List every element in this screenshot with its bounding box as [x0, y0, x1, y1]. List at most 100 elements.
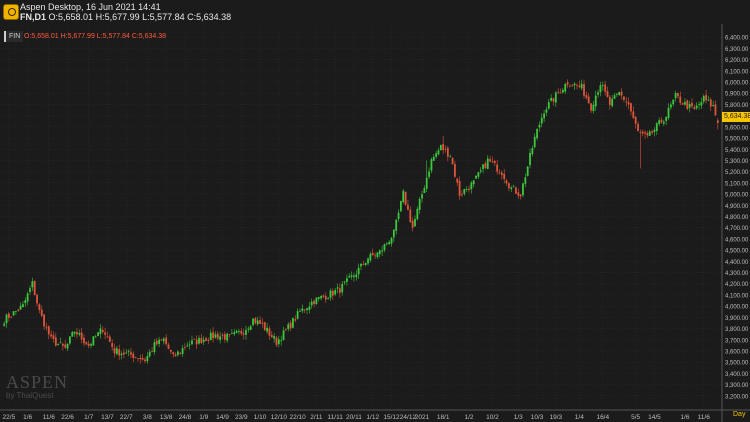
- candle-body[interactable]: [266, 327, 268, 332]
- candle-body[interactable]: [402, 190, 405, 203]
- candle-body[interactable]: [693, 107, 696, 109]
- candle-body[interactable]: [613, 95, 616, 99]
- candle-body[interactable]: [207, 340, 210, 341]
- candle-body[interactable]: [331, 290, 334, 296]
- candle-body[interactable]: [700, 102, 703, 106]
- candle-body[interactable]: [531, 148, 534, 155]
- candle-body[interactable]: [355, 274, 358, 278]
- candle-body[interactable]: [512, 186, 515, 188]
- candle-body[interactable]: [353, 275, 355, 277]
- candle-body[interactable]: [660, 119, 663, 123]
- candle-body[interactable]: [496, 164, 499, 172]
- candle-body[interactable]: [242, 333, 245, 335]
- candle-body[interactable]: [214, 334, 217, 338]
- candle-body[interactable]: [167, 344, 170, 349]
- candle-body[interactable]: [618, 91, 621, 96]
- candle-body[interactable]: [228, 334, 231, 335]
- candle-body[interactable]: [216, 333, 219, 339]
- candle-body[interactable]: [230, 333, 233, 335]
- candle-body[interactable]: [388, 242, 391, 245]
- candle-body[interactable]: [78, 333, 81, 335]
- candle-body[interactable]: [97, 332, 99, 337]
- candle-body[interactable]: [299, 311, 301, 313]
- candle-body[interactable]: [320, 296, 322, 299]
- candle-body[interactable]: [139, 357, 142, 360]
- candle-body[interactable]: [174, 354, 177, 357]
- candle-body[interactable]: [223, 334, 226, 340]
- candle-body[interactable]: [144, 359, 146, 362]
- candle-body[interactable]: [277, 339, 280, 345]
- candle-body[interactable]: [484, 163, 487, 168]
- candle-body[interactable]: [125, 352, 128, 354]
- candle-body[interactable]: [561, 89, 564, 93]
- candle-body[interactable]: [538, 124, 541, 128]
- candle-body[interactable]: [233, 332, 236, 334]
- candle-body[interactable]: [414, 218, 416, 227]
- candle-body[interactable]: [90, 344, 92, 346]
- candle-body[interactable]: [200, 337, 203, 344]
- candle-body[interactable]: [573, 83, 576, 86]
- candle-body[interactable]: [71, 332, 74, 337]
- candle-body[interactable]: [583, 84, 585, 96]
- candle-body[interactable]: [679, 96, 682, 103]
- candle-body[interactable]: [507, 183, 510, 189]
- candle-body[interactable]: [111, 343, 114, 348]
- candle-body[interactable]: [240, 330, 243, 334]
- candle-body[interactable]: [653, 129, 656, 132]
- candle-body[interactable]: [80, 332, 83, 340]
- candle-body[interactable]: [587, 96, 590, 104]
- candle-body[interactable]: [435, 153, 438, 157]
- candle-body[interactable]: [585, 95, 588, 98]
- candle-body[interactable]: [404, 191, 407, 205]
- candle-body[interactable]: [151, 351, 153, 352]
- candle-body[interactable]: [315, 297, 318, 305]
- candle-body[interactable]: [31, 281, 34, 288]
- candle-body[interactable]: [113, 347, 116, 354]
- candle-body[interactable]: [176, 351, 179, 356]
- candle-body[interactable]: [155, 340, 158, 345]
- candle-body[interactable]: [378, 250, 381, 255]
- candle-body[interactable]: [172, 352, 175, 355]
- candle-body[interactable]: [336, 287, 339, 289]
- candle-body[interactable]: [50, 334, 53, 337]
- candle-body[interactable]: [36, 294, 38, 304]
- candle-body[interactable]: [22, 304, 24, 308]
- candle-body[interactable]: [489, 159, 492, 162]
- candle-body[interactable]: [571, 84, 574, 86]
- candle-body[interactable]: [493, 161, 496, 163]
- candle-body[interactable]: [594, 95, 597, 107]
- candle-body[interactable]: [543, 113, 546, 119]
- candle-body[interactable]: [106, 336, 109, 338]
- candle-body[interactable]: [545, 109, 548, 113]
- candle-body[interactable]: [64, 344, 67, 348]
- candle-body[interactable]: [477, 172, 480, 177]
- candle-body[interactable]: [275, 337, 278, 345]
- candle-body[interactable]: [259, 320, 261, 324]
- candle-body[interactable]: [576, 84, 578, 86]
- candle-body[interactable]: [707, 99, 710, 101]
- candle-body[interactable]: [524, 177, 527, 184]
- candle-body[interactable]: [26, 293, 29, 302]
- candle-body[interactable]: [597, 92, 600, 95]
- candle-body[interactable]: [658, 120, 661, 125]
- candle-body[interactable]: [287, 324, 290, 330]
- candle-body[interactable]: [341, 283, 344, 293]
- candle-body[interactable]: [118, 349, 121, 356]
- candle-body[interactable]: [59, 342, 62, 344]
- candle-body[interactable]: [83, 337, 85, 344]
- candle-body[interactable]: [491, 161, 494, 163]
- candle-body[interactable]: [313, 300, 315, 305]
- period-label[interactable]: Day: [733, 411, 746, 418]
- candle-body[interactable]: [430, 159, 433, 171]
- candle-body[interactable]: [195, 339, 198, 345]
- candle-body[interactable]: [19, 305, 22, 310]
- candle-body[interactable]: [85, 342, 88, 345]
- candle-body[interactable]: [334, 290, 337, 295]
- candle-body[interactable]: [416, 208, 419, 220]
- candle-body[interactable]: [198, 338, 200, 344]
- candle-body[interactable]: [688, 103, 691, 108]
- candle-body[interactable]: [569, 86, 571, 87]
- candle-body[interactable]: [423, 188, 426, 194]
- candle-body[interactable]: [409, 209, 412, 223]
- candle-body[interactable]: [608, 96, 611, 105]
